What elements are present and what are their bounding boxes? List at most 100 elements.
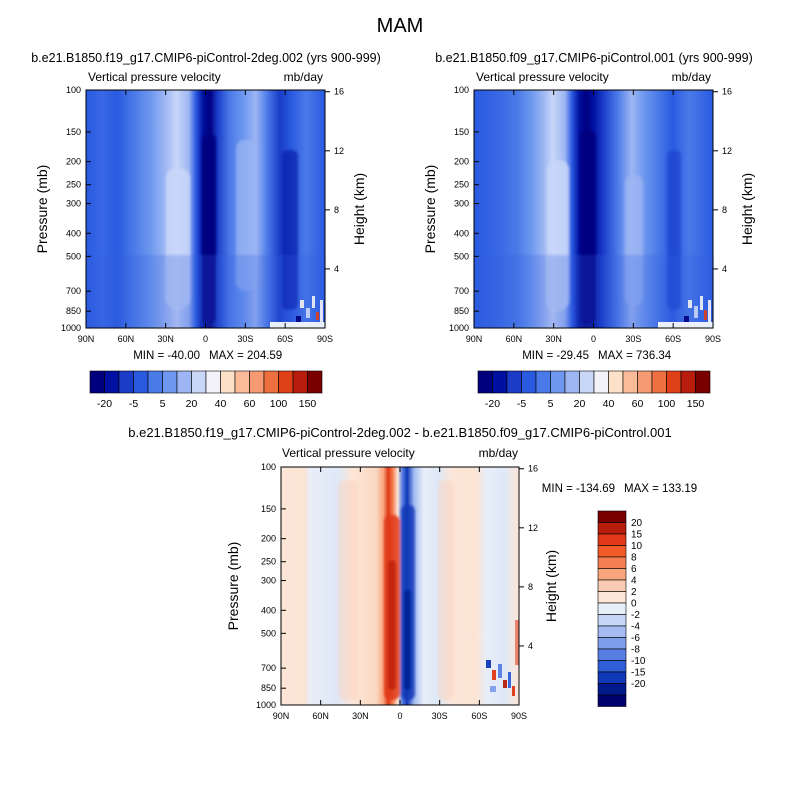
y-tick-label: 1000: [449, 323, 469, 333]
x-tick-label: 30S: [432, 711, 448, 721]
y-tick-label: 150: [261, 504, 276, 514]
x-tick-label: 60N: [118, 334, 135, 344]
colorbar-label: 150: [299, 398, 317, 410]
colorbar-swatch: [492, 370, 508, 394]
panel-top-left: b.e21.B1850.f19_g17.CMIP6-piControl-2deg…: [31, 51, 381, 410]
panel-title: b.e21.B1850.f19_g17.CMIP6-piControl-2deg…: [31, 51, 381, 65]
colorbar-swatch: [220, 370, 236, 394]
panel-title: b.e21.B1850.f09_g17.CMIP6-piControl.001 …: [435, 51, 753, 65]
y2-axis-label: Height (km): [739, 173, 755, 245]
colorbar-swatch: [597, 533, 627, 546]
x-tick-label: 60S: [471, 711, 487, 721]
colorbar-label: -20: [485, 398, 500, 410]
colorbar-label: 60: [632, 398, 644, 410]
colorbar-label: 20: [631, 518, 643, 529]
colorbar-label: 20: [574, 398, 586, 410]
colorbar-swatch: [608, 370, 624, 394]
x-tick-label: 30S: [237, 334, 253, 344]
colorbar-swatch: [133, 370, 149, 394]
y-axis-label: Pressure (mb): [422, 165, 438, 254]
x-tick-label: 60N: [506, 334, 523, 344]
y-tick-label: 300: [66, 199, 81, 209]
colorbar-swatch: [597, 510, 627, 523]
x-tick-label: 90S: [705, 334, 721, 344]
variable-label: Vertical pressure velocity: [282, 446, 415, 460]
y2-tick-label: 16: [528, 464, 538, 474]
colorbar-swatch: [597, 660, 627, 673]
colorbar-label: -20: [97, 398, 112, 410]
colorbar-swatch: [104, 370, 120, 394]
y2-axis-label: Height (km): [351, 173, 367, 245]
colorbar-label: 6: [631, 564, 637, 575]
colorbar-label: -8: [631, 645, 640, 656]
colorbar-label: 100: [658, 398, 676, 410]
y-tick-label: 400: [261, 605, 276, 615]
colorbar-swatch: [234, 370, 250, 394]
y-tick-label: 300: [261, 576, 276, 586]
colorbar-label: -4: [631, 622, 640, 633]
x-tick-label: 0: [591, 334, 596, 344]
colorbar-label: 8: [631, 553, 637, 564]
units-label: mb/day: [672, 70, 711, 84]
x-tick-label: 90N: [78, 334, 95, 344]
colorbar-label: 0: [631, 599, 637, 610]
panel-top-right: b.e21.B1850.f09_g17.CMIP6-piControl.001 …: [422, 51, 755, 410]
x-tick-label: 90N: [466, 334, 483, 344]
colorbar-swatch: [191, 370, 207, 394]
colorbar-swatch: [292, 370, 308, 394]
x-tick-label: 0: [203, 334, 208, 344]
y2-tick-label: 16: [334, 87, 344, 97]
colorbar-swatch: [162, 370, 178, 394]
colorbar-swatch: [263, 370, 279, 394]
x-tick-label: 60S: [665, 334, 681, 344]
y-tick-label: 700: [66, 286, 81, 296]
colorbar-label: 5: [548, 398, 554, 410]
colorbar-swatch: [695, 370, 711, 394]
x-tick-label: 90S: [317, 334, 333, 344]
y-tick-label: 500: [261, 628, 276, 638]
colorbar-swatch: [477, 370, 493, 394]
max-label: MAX = 204.59: [209, 350, 282, 362]
colorbar-swatch: [205, 370, 221, 394]
colorbar-swatch: [637, 370, 653, 394]
y-tick-label: 500: [454, 251, 469, 261]
y-tick-label: 250: [261, 557, 276, 567]
colorbar: -20 -5 5 20 40 60 100 150: [477, 370, 711, 410]
y-tick-label: 500: [66, 251, 81, 261]
y-tick-label: 1000: [256, 700, 276, 710]
colorbar-swatch: [597, 614, 627, 627]
y-tick-label: 100: [454, 85, 469, 95]
y2-tick-label: 8: [722, 205, 727, 215]
colorbar-swatch: [89, 370, 105, 394]
min-label: MIN = -40.00: [133, 350, 200, 362]
x-tick-label: 30N: [157, 334, 174, 344]
y-tick-label: 100: [66, 85, 81, 95]
colorbar-swatch: [597, 602, 627, 615]
contour-field: [473, 89, 714, 329]
colorbar-label: -20: [631, 679, 646, 690]
colorbar-label: -5: [517, 398, 526, 410]
variable-label: Vertical pressure velocity: [88, 70, 221, 84]
y-tick-label: 850: [66, 306, 81, 316]
colorbar-swatch: [506, 370, 522, 394]
x-tick-label: 0: [397, 711, 402, 721]
variable-label: Vertical pressure velocity: [476, 70, 609, 84]
colorbar-label: 5: [160, 398, 166, 410]
y-tick-label: 150: [454, 127, 469, 137]
colorbar-label: 2: [631, 587, 637, 598]
colorbar-swatch: [597, 648, 627, 661]
colorbar-swatch: [597, 591, 627, 604]
colorbar-swatch: [593, 370, 609, 394]
y-tick-label: 400: [66, 228, 81, 238]
y2-tick-label: 8: [528, 582, 533, 592]
colorbar-swatch: [597, 683, 627, 696]
colorbar-swatch: [666, 370, 682, 394]
x-tick-label: 30N: [352, 711, 369, 721]
colorbar-label: -2: [631, 610, 640, 621]
colorbar-swatch: [597, 694, 627, 707]
colorbar-swatch: [176, 370, 192, 394]
units-label: mb/day: [284, 70, 323, 84]
y2-tick-label: 12: [722, 146, 732, 156]
